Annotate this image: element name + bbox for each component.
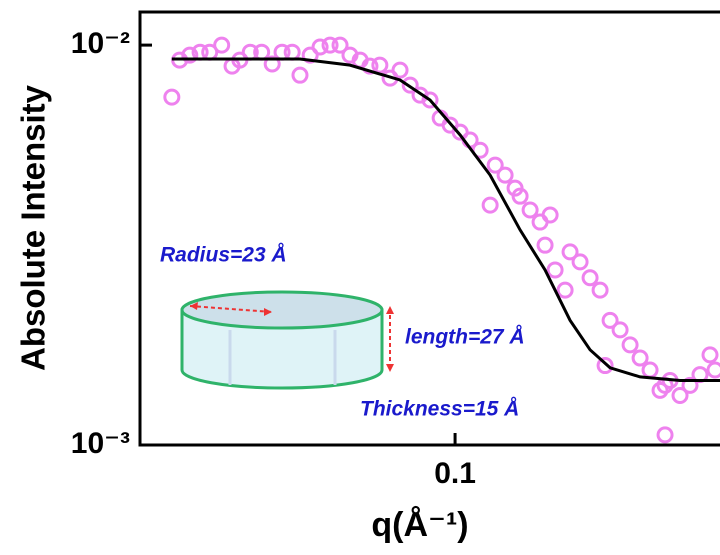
data-point (536, 236, 554, 254)
annotation: length=27 Å (405, 325, 525, 349)
y-tick-label: 10⁻³ (71, 427, 130, 460)
data-point (401, 76, 419, 94)
data-point (263, 55, 281, 73)
data-point (561, 243, 579, 261)
y-axis-label: Absolute Intensity (15, 84, 52, 371)
data-point (371, 56, 389, 74)
data-point (321, 36, 339, 54)
data-point (331, 36, 349, 54)
data-point (486, 156, 504, 174)
fit-line (171, 57, 720, 382)
data-point (641, 361, 659, 379)
data-point (391, 61, 409, 79)
annotation: Thickness=15 Å (360, 397, 519, 421)
data-point (621, 336, 639, 354)
data-point (361, 57, 379, 75)
data-point (421, 91, 439, 109)
data-point (546, 261, 564, 279)
data-point (481, 196, 499, 214)
data-point (521, 201, 539, 219)
data-point (581, 269, 599, 287)
data-point (496, 166, 514, 184)
disk-illustration (180, 290, 394, 390)
data-point (611, 321, 629, 339)
data-point (706, 361, 720, 379)
data-point (291, 66, 309, 84)
data-point (556, 281, 574, 299)
data-point (511, 187, 529, 205)
data-point (311, 38, 329, 56)
data-point (671, 386, 689, 404)
data-point (301, 46, 319, 64)
annotation: Radius=23 Å (160, 243, 287, 267)
data-point (541, 206, 559, 224)
data-point (571, 253, 589, 271)
data-point (651, 381, 669, 399)
data-point (591, 281, 609, 299)
x-tick-label: 0.1 (434, 457, 476, 490)
plot-frame (138, 10, 720, 447)
data-point (631, 349, 649, 367)
y-tick-label: 10⁻² (71, 27, 130, 60)
data-point (701, 346, 719, 364)
data-point (656, 426, 674, 444)
data-point (163, 88, 181, 106)
x-axis-label: q(Å⁻¹) (371, 506, 468, 544)
data-point (283, 43, 301, 61)
data-point (681, 376, 699, 394)
data-point (596, 357, 614, 375)
data-point (181, 46, 199, 64)
data-point (601, 311, 619, 329)
data-point (213, 36, 231, 54)
